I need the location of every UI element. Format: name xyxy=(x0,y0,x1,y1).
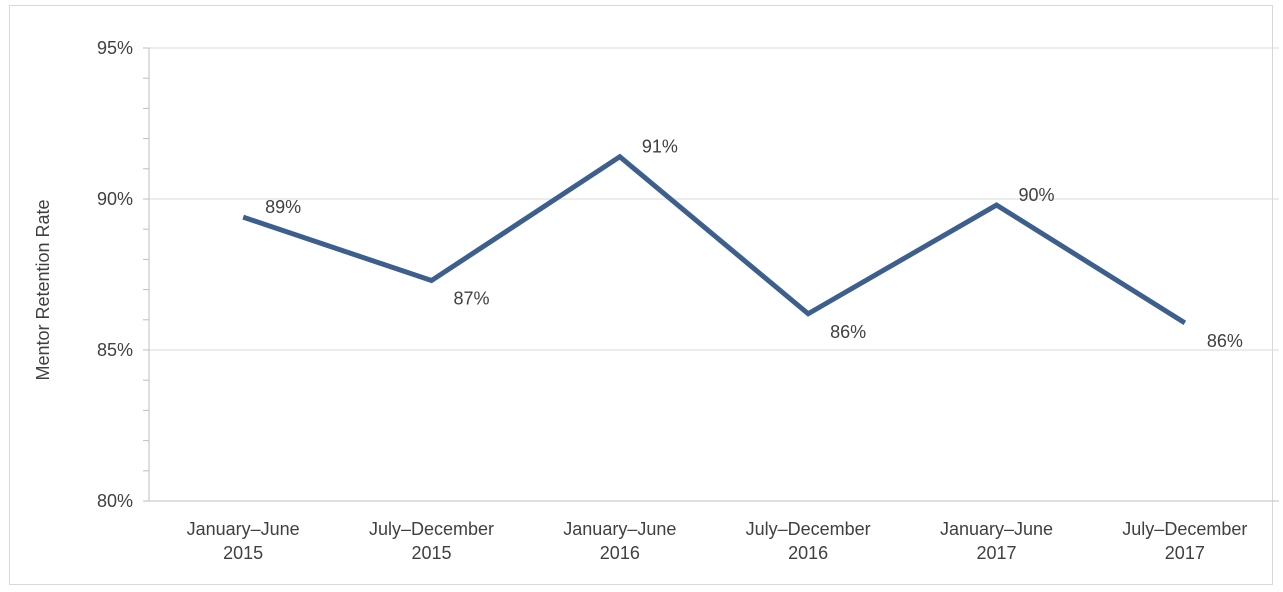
x-category-label: July–December 2015 xyxy=(369,519,494,563)
x-category-label: July–December 2016 xyxy=(746,519,871,563)
data-label: 87% xyxy=(454,289,490,309)
y-axis-title: Mentor Retention Rate xyxy=(33,199,53,380)
x-category-label-line: January–June xyxy=(187,519,300,539)
series-line xyxy=(242,153,1187,325)
y-tick-label: 85% xyxy=(97,340,133,360)
x-category-label-line: January–June xyxy=(940,519,1053,539)
x-category-label: January–June 2016 xyxy=(563,519,676,563)
y-tick-label: 90% xyxy=(97,189,133,209)
data-label: 86% xyxy=(830,322,866,342)
data-label: 86% xyxy=(1207,331,1243,351)
data-label: 89% xyxy=(265,197,301,217)
series-group xyxy=(242,153,1187,325)
x-category-label: January–June 2015 xyxy=(187,519,300,563)
y-tick-label: 95% xyxy=(97,38,133,58)
x-category-label-line: July–December xyxy=(1122,519,1247,539)
gridlines xyxy=(149,47,1279,351)
y-tick-labels: 80% 85% 90% 95% xyxy=(97,38,133,511)
x-category-label-line: July–December xyxy=(746,519,871,539)
x-category-label-line: 2015 xyxy=(223,543,263,563)
x-category-label-line: 2017 xyxy=(1165,543,1205,563)
data-label: 90% xyxy=(1019,185,1055,205)
x-category-label-line: 2015 xyxy=(411,543,451,563)
x-category-label: July–December 2017 xyxy=(1122,519,1247,563)
chart-frame xyxy=(9,5,1273,585)
x-category-label-line: 2016 xyxy=(788,543,828,563)
axes xyxy=(143,47,1279,502)
x-category-label-line: 2017 xyxy=(976,543,1016,563)
y-tick-label: 80% xyxy=(97,491,133,511)
x-category-label: January–June 2017 xyxy=(940,519,1053,563)
x-category-label-line: 2016 xyxy=(600,543,640,563)
data-labels: 89% 87% 91% 86% 90% 86% xyxy=(265,137,1243,351)
x-category-label-line: January–June xyxy=(563,519,676,539)
data-label: 91% xyxy=(642,137,678,157)
x-category-label-line: July–December xyxy=(369,519,494,539)
